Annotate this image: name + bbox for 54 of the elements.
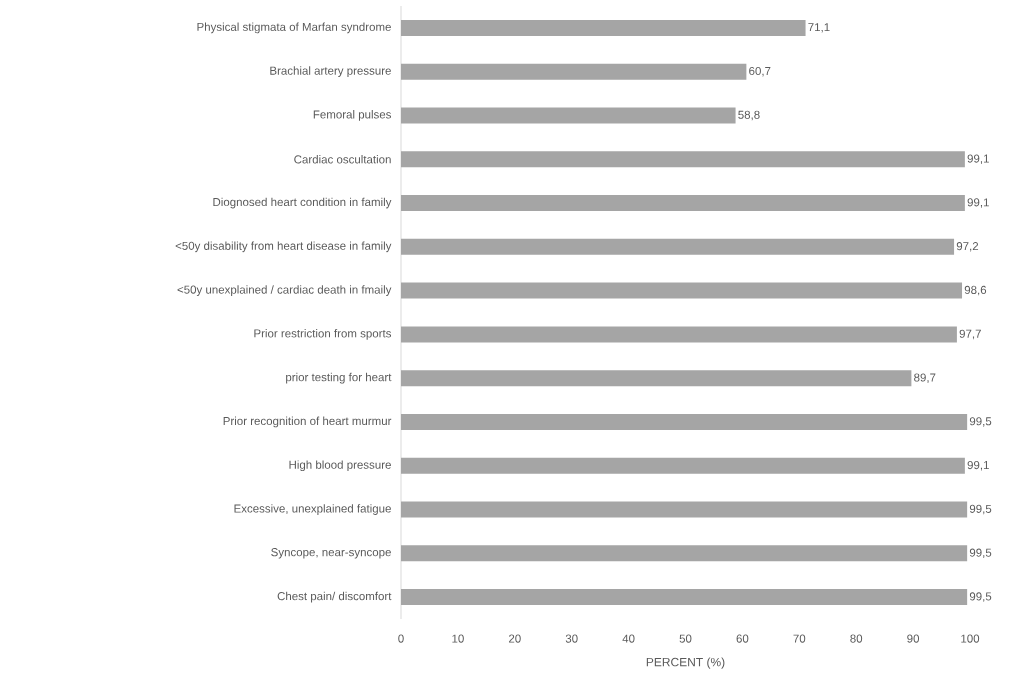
x-tick-label: 40 [622,634,635,643]
x-tick-label: 70 [793,634,806,643]
x-axis-title: PERCENT (%) [646,657,725,669]
bar [401,63,747,80]
y-tick-label: prior testing for heart [286,372,392,384]
bar [401,370,912,387]
y-tick-label: Chest pain/ discomfort [277,591,392,603]
data-label: 99,1 [967,154,989,164]
bar [401,238,955,255]
data-label: 99,1 [967,198,989,208]
y-tick-label: <50y unexplained / cardiac death in fmaily [177,285,392,296]
data-label: 97,2 [956,242,979,252]
bar [401,19,806,36]
y-tick-label: <50y disability from heart disease in family [175,241,392,253]
bar [401,195,965,212]
x-tick-label: 0 [398,634,404,643]
bar [401,107,736,124]
bar [401,151,965,168]
x-tick-label: 20 [508,634,521,643]
y-tick-label: Cardiac oscultation [294,155,391,164]
data-label: 58,8 [738,110,760,121]
bar [401,545,968,562]
y-tick-label: Femoral pulses [313,110,392,121]
y-tick-label: Physical stigmata of Marfan syndrome [197,22,391,34]
x-tick-label: 50 [679,634,692,643]
bar [401,413,968,430]
y-tick-label: Prior restriction from sports [254,329,392,340]
y-tick-label: Brachial artery pressure [270,66,391,78]
bar [401,589,968,606]
x-tick-label: 100 [961,634,980,643]
bar [401,457,965,474]
data-label: 99,5 [969,548,992,559]
y-tick-label: Syncope, near-syncope [271,548,391,559]
data-label: 99,1 [967,460,989,471]
x-tick-label: 10 [452,634,464,643]
bar [401,501,968,518]
bar [401,326,957,343]
y-tick-label: Diognosed heart condition in family [213,197,392,209]
data-label: 60,7 [749,66,771,77]
data-label: 97,7 [959,329,981,340]
x-tick-label: 90 [907,634,920,643]
x-tick-label: 60 [736,634,749,643]
x-tick-label: 80 [850,634,863,643]
data-label: 99,5 [969,504,992,515]
data-label: 99,5 [969,417,992,427]
data-label: 98,6 [964,285,987,296]
data-label: 89,7 [914,373,936,383]
y-tick-label: High blood pressure [289,460,391,472]
x-tick-label: 30 [565,634,578,643]
data-label: 99,5 [969,592,992,602]
data-label: 71,1 [808,23,830,33]
y-tick-label: Prior recognition of heart murmur [223,416,392,428]
bar [401,282,963,299]
y-tick-label: Excessive, unexplained fatigue [234,504,391,515]
